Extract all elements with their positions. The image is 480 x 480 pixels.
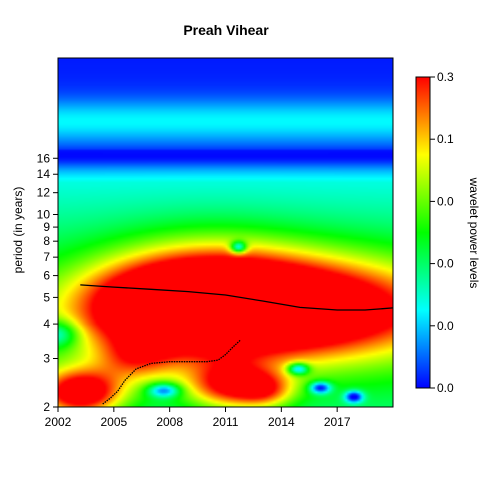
x-axis: 2002 2005 2008 2011 2014 2017 <box>45 407 351 429</box>
colorbar-tick-label: 0.1 <box>437 132 454 146</box>
y-tick-label: 3 <box>43 352 50 366</box>
y-tick-label: 5 <box>43 290 50 304</box>
ridge-line-main <box>80 284 393 311</box>
x-tick-label: 2002 <box>45 415 72 429</box>
colorbar-tick-label: 0.3 <box>437 70 454 84</box>
y-tick-label: 7 <box>43 250 50 264</box>
y-tick-label: 9 <box>43 220 50 234</box>
colorbar-tick-label: 0.0 <box>437 257 454 271</box>
colorbar-label: wavelet power levels <box>467 177 480 289</box>
chart-title: Preah Vihear <box>183 22 269 38</box>
y-tick-label: 4 <box>43 317 50 331</box>
x-tick-label: 2008 <box>156 415 183 429</box>
y-tick-label: 16 <box>37 151 51 165</box>
colorbar-tick-label: 0.0 <box>437 381 454 395</box>
y-tick-label: 8 <box>43 234 50 248</box>
wavelet-power-heatmap <box>58 58 393 407</box>
colorbar-ticks: 0.0 0.0 0.0 0.0 0.1 0.3 <box>430 70 454 395</box>
y-axis-label: period (in years) <box>11 187 25 274</box>
x-tick-label: 2017 <box>324 415 351 429</box>
x-tick-label: 2005 <box>100 415 127 429</box>
x-tick-label: 2014 <box>268 415 295 429</box>
ridge-lines <box>80 284 393 405</box>
colorbar-tick-label: 0.0 <box>437 194 454 208</box>
y-tick-label: 12 <box>37 186 51 200</box>
y-tick-label: 10 <box>37 207 51 221</box>
colorbar-tick-label: 0.0 <box>437 319 454 333</box>
y-tick-label: 6 <box>43 269 50 283</box>
ridge-line-secondary <box>102 339 241 405</box>
y-tick-label: 14 <box>37 167 51 181</box>
x-tick-label: 2011 <box>213 415 239 429</box>
colorbar <box>415 76 431 389</box>
y-tick-label: 2 <box>43 400 50 414</box>
